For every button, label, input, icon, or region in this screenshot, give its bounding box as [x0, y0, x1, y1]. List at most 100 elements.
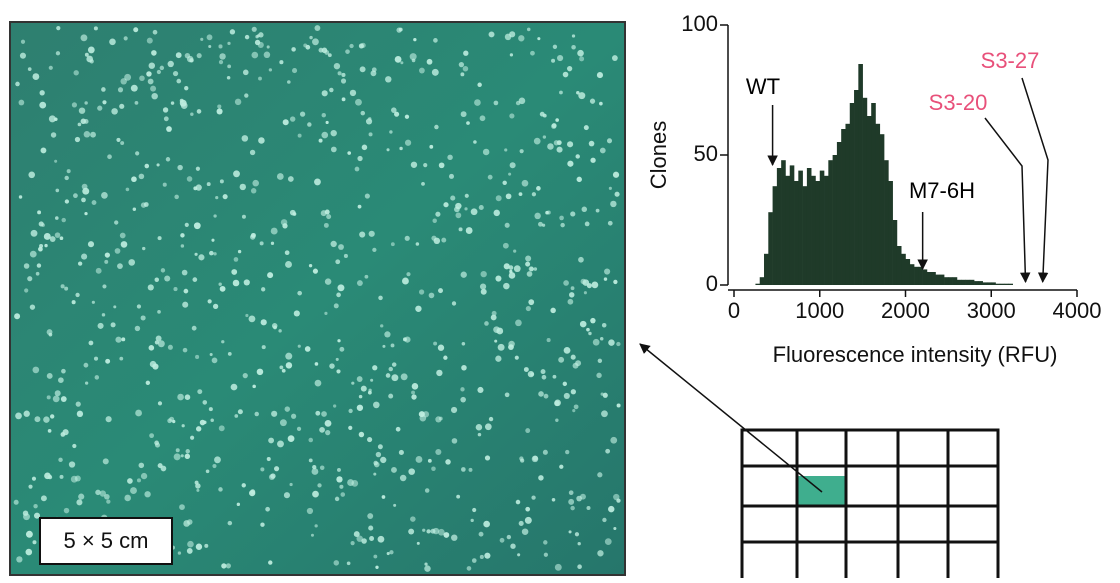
colony [434, 124, 439, 130]
colony [43, 416, 50, 423]
colony [358, 394, 363, 399]
colony [85, 381, 89, 385]
colony [391, 362, 397, 367]
histogram-bar [866, 116, 872, 285]
colony [239, 183, 246, 191]
colony [575, 360, 582, 367]
colony [218, 282, 222, 286]
colony [15, 412, 22, 420]
colony [284, 250, 290, 256]
colony [183, 288, 189, 294]
colony [124, 494, 131, 502]
colony [415, 456, 423, 463]
colony [574, 532, 580, 537]
histogram-bar [879, 134, 885, 285]
colony [113, 305, 117, 309]
colony [399, 146, 403, 151]
colony [381, 495, 386, 499]
colony [562, 71, 569, 78]
histogram-bar [901, 253, 906, 285]
colony [410, 161, 418, 168]
zoom-arrow [639, 343, 823, 493]
colony [411, 383, 419, 390]
colony [227, 352, 232, 356]
colony [359, 66, 366, 73]
colony [390, 343, 395, 348]
annotation-label: S3-27 [981, 48, 1040, 73]
colony [357, 155, 363, 162]
colony [354, 166, 360, 172]
colony [285, 261, 292, 268]
colony [187, 540, 194, 548]
colony [483, 520, 490, 528]
colony [212, 303, 219, 310]
colony [144, 491, 151, 498]
colony [464, 207, 468, 211]
colony [610, 436, 618, 444]
histogram-bar [819, 170, 825, 285]
colony [211, 238, 215, 242]
colony [321, 112, 326, 118]
colony [514, 355, 519, 360]
colony [83, 362, 89, 368]
colony [303, 43, 308, 48]
colony [29, 250, 37, 258]
colony [219, 179, 224, 184]
colony [172, 70, 179, 77]
colony [491, 310, 497, 316]
colony [555, 418, 559, 422]
colony [107, 154, 112, 160]
colony [349, 89, 357, 97]
colony [273, 325, 277, 330]
colony [144, 163, 150, 169]
colony [106, 499, 111, 504]
colony [318, 138, 323, 143]
colony [291, 413, 297, 419]
colony [526, 271, 533, 277]
colony [570, 389, 576, 395]
colony [76, 499, 83, 506]
colony [325, 430, 331, 436]
histogram-bar [939, 274, 945, 285]
colony [438, 288, 443, 294]
histogram-bar [755, 283, 761, 285]
colony [356, 404, 364, 411]
colony [389, 130, 393, 134]
colony [478, 531, 484, 537]
colony [312, 464, 317, 470]
colony [258, 76, 262, 81]
colony [525, 506, 531, 512]
colony [162, 182, 167, 187]
colony [91, 200, 97, 205]
colony [588, 140, 595, 147]
colony [429, 144, 434, 149]
colony [41, 223, 45, 227]
colony [461, 364, 467, 371]
colony [534, 212, 541, 220]
colony [543, 393, 549, 399]
colony [424, 565, 431, 572]
colony [40, 147, 47, 154]
colony [458, 227, 463, 232]
colony [460, 72, 465, 77]
colony [385, 373, 391, 378]
colony [543, 540, 548, 545]
colony [38, 246, 43, 252]
colony [110, 322, 116, 328]
colony [404, 235, 410, 241]
colony [337, 71, 342, 76]
colony [608, 505, 615, 513]
colony [432, 527, 440, 535]
colony [335, 357, 339, 361]
colony [304, 346, 311, 352]
colony [191, 325, 197, 331]
histogram-bar [999, 283, 1005, 285]
colony [147, 78, 154, 85]
colony [166, 126, 172, 132]
colony [271, 410, 278, 417]
colony [241, 483, 246, 488]
colony [285, 362, 293, 369]
colony [120, 141, 125, 146]
histogram-bar [858, 64, 863, 285]
colony [249, 149, 256, 156]
